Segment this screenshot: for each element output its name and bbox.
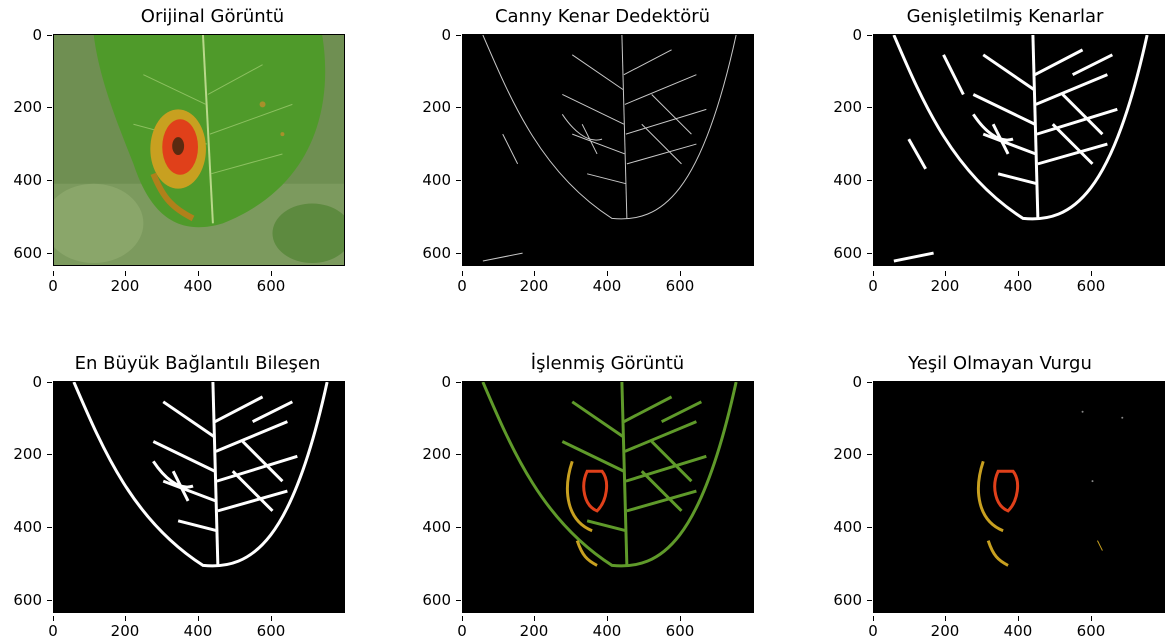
panel-dilated: Genişletilmiş Kenarlar 0 200 400 600 0 2…	[820, 0, 1172, 320]
panel-title: İşlenmiş Görüntü	[530, 353, 685, 374]
y-tick: 0	[415, 26, 461, 44]
x-tick: 0	[28, 271, 78, 295]
y-tick: 200	[415, 98, 461, 116]
component-edges	[72, 382, 329, 568]
panel-title: Yeşil Olmayan Vurgu	[908, 353, 1092, 374]
dilated-edges	[892, 35, 1149, 263]
x-tick: 400	[582, 271, 632, 295]
panel-nongreen: Yeşil Olmayan Vurgu 0 200 400 600 0 200 …	[820, 345, 1172, 641]
y-tick: 600	[826, 244, 872, 262]
x-tick: 400	[582, 616, 632, 640]
x-tick: 0	[28, 616, 78, 640]
y-tick: 400	[415, 518, 461, 536]
panel-title: Orijinal Görüntü	[140, 6, 285, 27]
y-tick: 200	[826, 445, 872, 463]
image-processed	[462, 381, 754, 613]
canny-edges	[482, 35, 737, 262]
x-tick: 400	[993, 271, 1043, 295]
y-tick: 0	[6, 373, 52, 391]
x-tick: 200	[100, 616, 150, 640]
y-tick: 0	[826, 373, 872, 391]
x-tick: 200	[509, 616, 559, 640]
y-tick: 400	[6, 171, 52, 189]
panel-title: En Büyük Bağlantılı Bileşen	[74, 353, 321, 374]
image-canny	[462, 34, 754, 266]
y-tick: 0	[826, 26, 872, 44]
y-tick: 400	[6, 518, 52, 536]
y-tick: 0	[415, 373, 461, 391]
processed-leaf	[481, 382, 738, 568]
y-tick: 200	[826, 98, 872, 116]
x-tick: 600	[1066, 271, 1116, 295]
panel-component: En Büyük Bağlantılı Bileşen 0 200 400 60…	[0, 345, 380, 641]
y-tick: 600	[415, 244, 461, 262]
y-tick: 0	[6, 26, 52, 44]
y-tick: 400	[415, 171, 461, 189]
y-tick: 200	[6, 445, 52, 463]
x-tick: 600	[655, 271, 705, 295]
x-tick: 600	[246, 271, 296, 295]
x-tick: 600	[655, 616, 705, 640]
leaf-photo	[54, 35, 344, 265]
panel-canny: Canny Kenar Dedektörü 0 200 400 600 0 20…	[410, 0, 790, 320]
x-tick: 0	[848, 616, 898, 640]
y-tick: 600	[6, 244, 52, 262]
image-nongreen	[873, 381, 1165, 613]
y-tick: 200	[6, 98, 52, 116]
x-tick: 0	[437, 271, 487, 295]
image-component	[53, 381, 345, 613]
x-tick: 600	[246, 616, 296, 640]
image-original	[53, 34, 345, 266]
x-tick: 400	[173, 616, 223, 640]
x-tick: 200	[100, 271, 150, 295]
y-tick: 400	[826, 171, 872, 189]
nongreen-highlight	[976, 410, 1124, 567]
y-tick: 200	[415, 445, 461, 463]
x-tick: 0	[437, 616, 487, 640]
y-tick: 600	[6, 591, 52, 609]
x-tick: 200	[509, 271, 559, 295]
panel-original: Orijinal Görüntü 0 200 400 600 0 200 400…	[0, 0, 380, 320]
x-tick: 0	[848, 271, 898, 295]
x-tick: 200	[920, 271, 970, 295]
x-tick: 400	[993, 616, 1043, 640]
x-tick: 200	[920, 616, 970, 640]
x-tick: 600	[1066, 616, 1116, 640]
y-tick: 600	[826, 591, 872, 609]
panel-title: Genişletilmiş Kenarlar	[906, 6, 1104, 27]
y-tick: 600	[415, 591, 461, 609]
panel-processed: İşlenmiş Görüntü 0 200 400 600 0 200 400…	[410, 345, 790, 641]
image-dilated	[873, 34, 1165, 266]
y-tick: 400	[826, 518, 872, 536]
x-tick: 400	[173, 271, 223, 295]
panel-title: Canny Kenar Dedektörü	[494, 6, 711, 27]
